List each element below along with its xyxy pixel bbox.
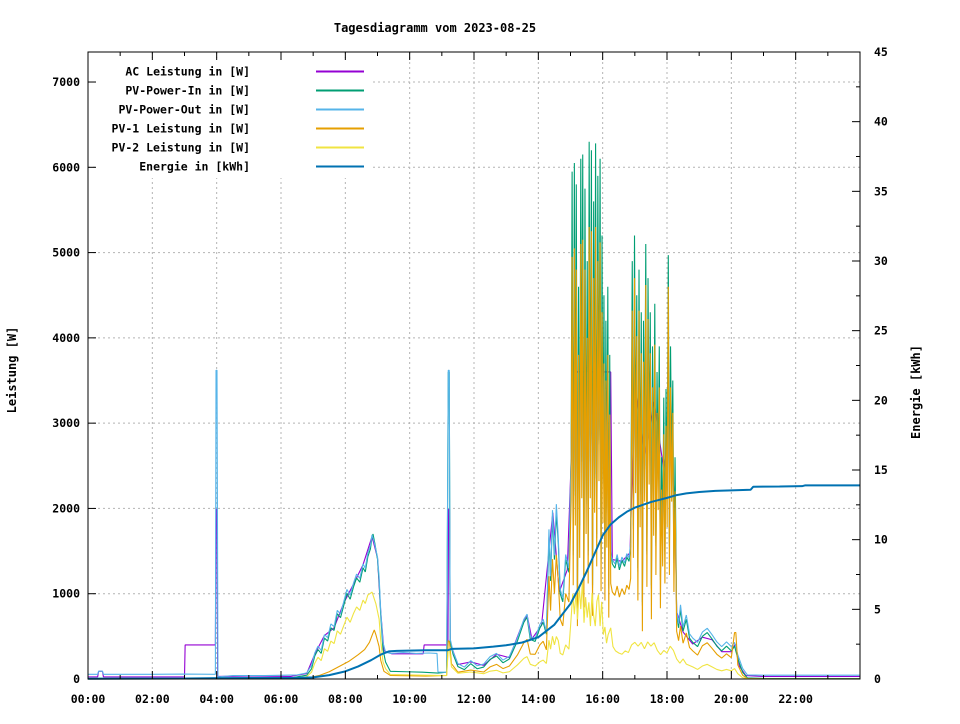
y1-tick-label: 1000 bbox=[52, 587, 80, 601]
gridlines bbox=[88, 52, 860, 679]
legend-label-ac: AC Leistung in [W] bbox=[125, 65, 250, 79]
series-lines bbox=[87, 141, 860, 680]
y1-axis-label: Leistung [W] bbox=[5, 327, 19, 414]
x-tick-label: 16:00 bbox=[585, 692, 620, 706]
x-tick-label: 10:00 bbox=[392, 692, 427, 706]
legend-background bbox=[95, 58, 371, 178]
series-line-pv1 bbox=[87, 226, 860, 680]
tick-labels: 00:00 02:00 04:00 06:00 08:00 10:00 12:00 14:00… bbox=[52, 45, 888, 706]
y1-tick-label: 0 bbox=[73, 672, 80, 686]
y2-tick-label: 35 bbox=[874, 184, 888, 198]
axis-ticks bbox=[87, 51, 861, 680]
y2-tick-label: 25 bbox=[874, 324, 888, 338]
x-tick-label: 20:00 bbox=[714, 692, 749, 706]
y2-tick-label: 20 bbox=[874, 393, 888, 407]
x-tick-label: 18:00 bbox=[650, 692, 685, 706]
y1-tick-label: 3000 bbox=[52, 416, 80, 430]
x-tick-label: 14:00 bbox=[521, 692, 556, 706]
x-tick-label: 04:00 bbox=[199, 692, 234, 706]
y2-tick-label: 40 bbox=[874, 115, 888, 129]
legend-label-pv_out: PV-Power-Out in [W] bbox=[118, 103, 250, 117]
y1-tick-label: 6000 bbox=[52, 160, 80, 174]
x-tick-label: 00:00 bbox=[71, 692, 106, 706]
y2-tick-label: 5 bbox=[874, 602, 881, 616]
chart-title: Tagesdiagramm vom 2023-08-25 bbox=[334, 21, 536, 35]
y2-tick-label: 0 bbox=[874, 672, 881, 686]
y2-tick-label: 45 bbox=[874, 45, 888, 59]
legend: AC Leistung in [W] PV-Power-In in [W] PV-P… bbox=[95, 58, 371, 178]
y2-axis-label: Energie [kWh] bbox=[909, 345, 923, 439]
y2-tick-label: 30 bbox=[874, 254, 888, 268]
x-tick-label: 12:00 bbox=[457, 692, 492, 706]
x-tick-label: 06:00 bbox=[264, 692, 299, 706]
legend-label-energie: Energie in [kWh] bbox=[139, 160, 250, 174]
legend-label-pv_in: PV-Power-In in [W] bbox=[125, 84, 250, 98]
y1-tick-label: 5000 bbox=[52, 246, 80, 260]
y1-tick-label: 2000 bbox=[52, 501, 80, 515]
y2-tick-label: 10 bbox=[874, 533, 888, 547]
x-tick-label: 02:00 bbox=[135, 692, 170, 706]
series-line-energie bbox=[87, 484, 860, 680]
series-line-pv2 bbox=[87, 581, 860, 680]
legend-label-pv1: PV-1 Leistung in [W] bbox=[112, 122, 250, 136]
legend-label-pv2: PV-2 Leistung in [W] bbox=[112, 141, 250, 155]
y2-tick-label: 15 bbox=[874, 463, 888, 477]
x-tick-label: 22:00 bbox=[778, 692, 813, 706]
y1-tick-label: 7000 bbox=[52, 75, 80, 89]
x-tick-label: 08:00 bbox=[328, 692, 363, 706]
y1-tick-label: 4000 bbox=[52, 331, 80, 345]
